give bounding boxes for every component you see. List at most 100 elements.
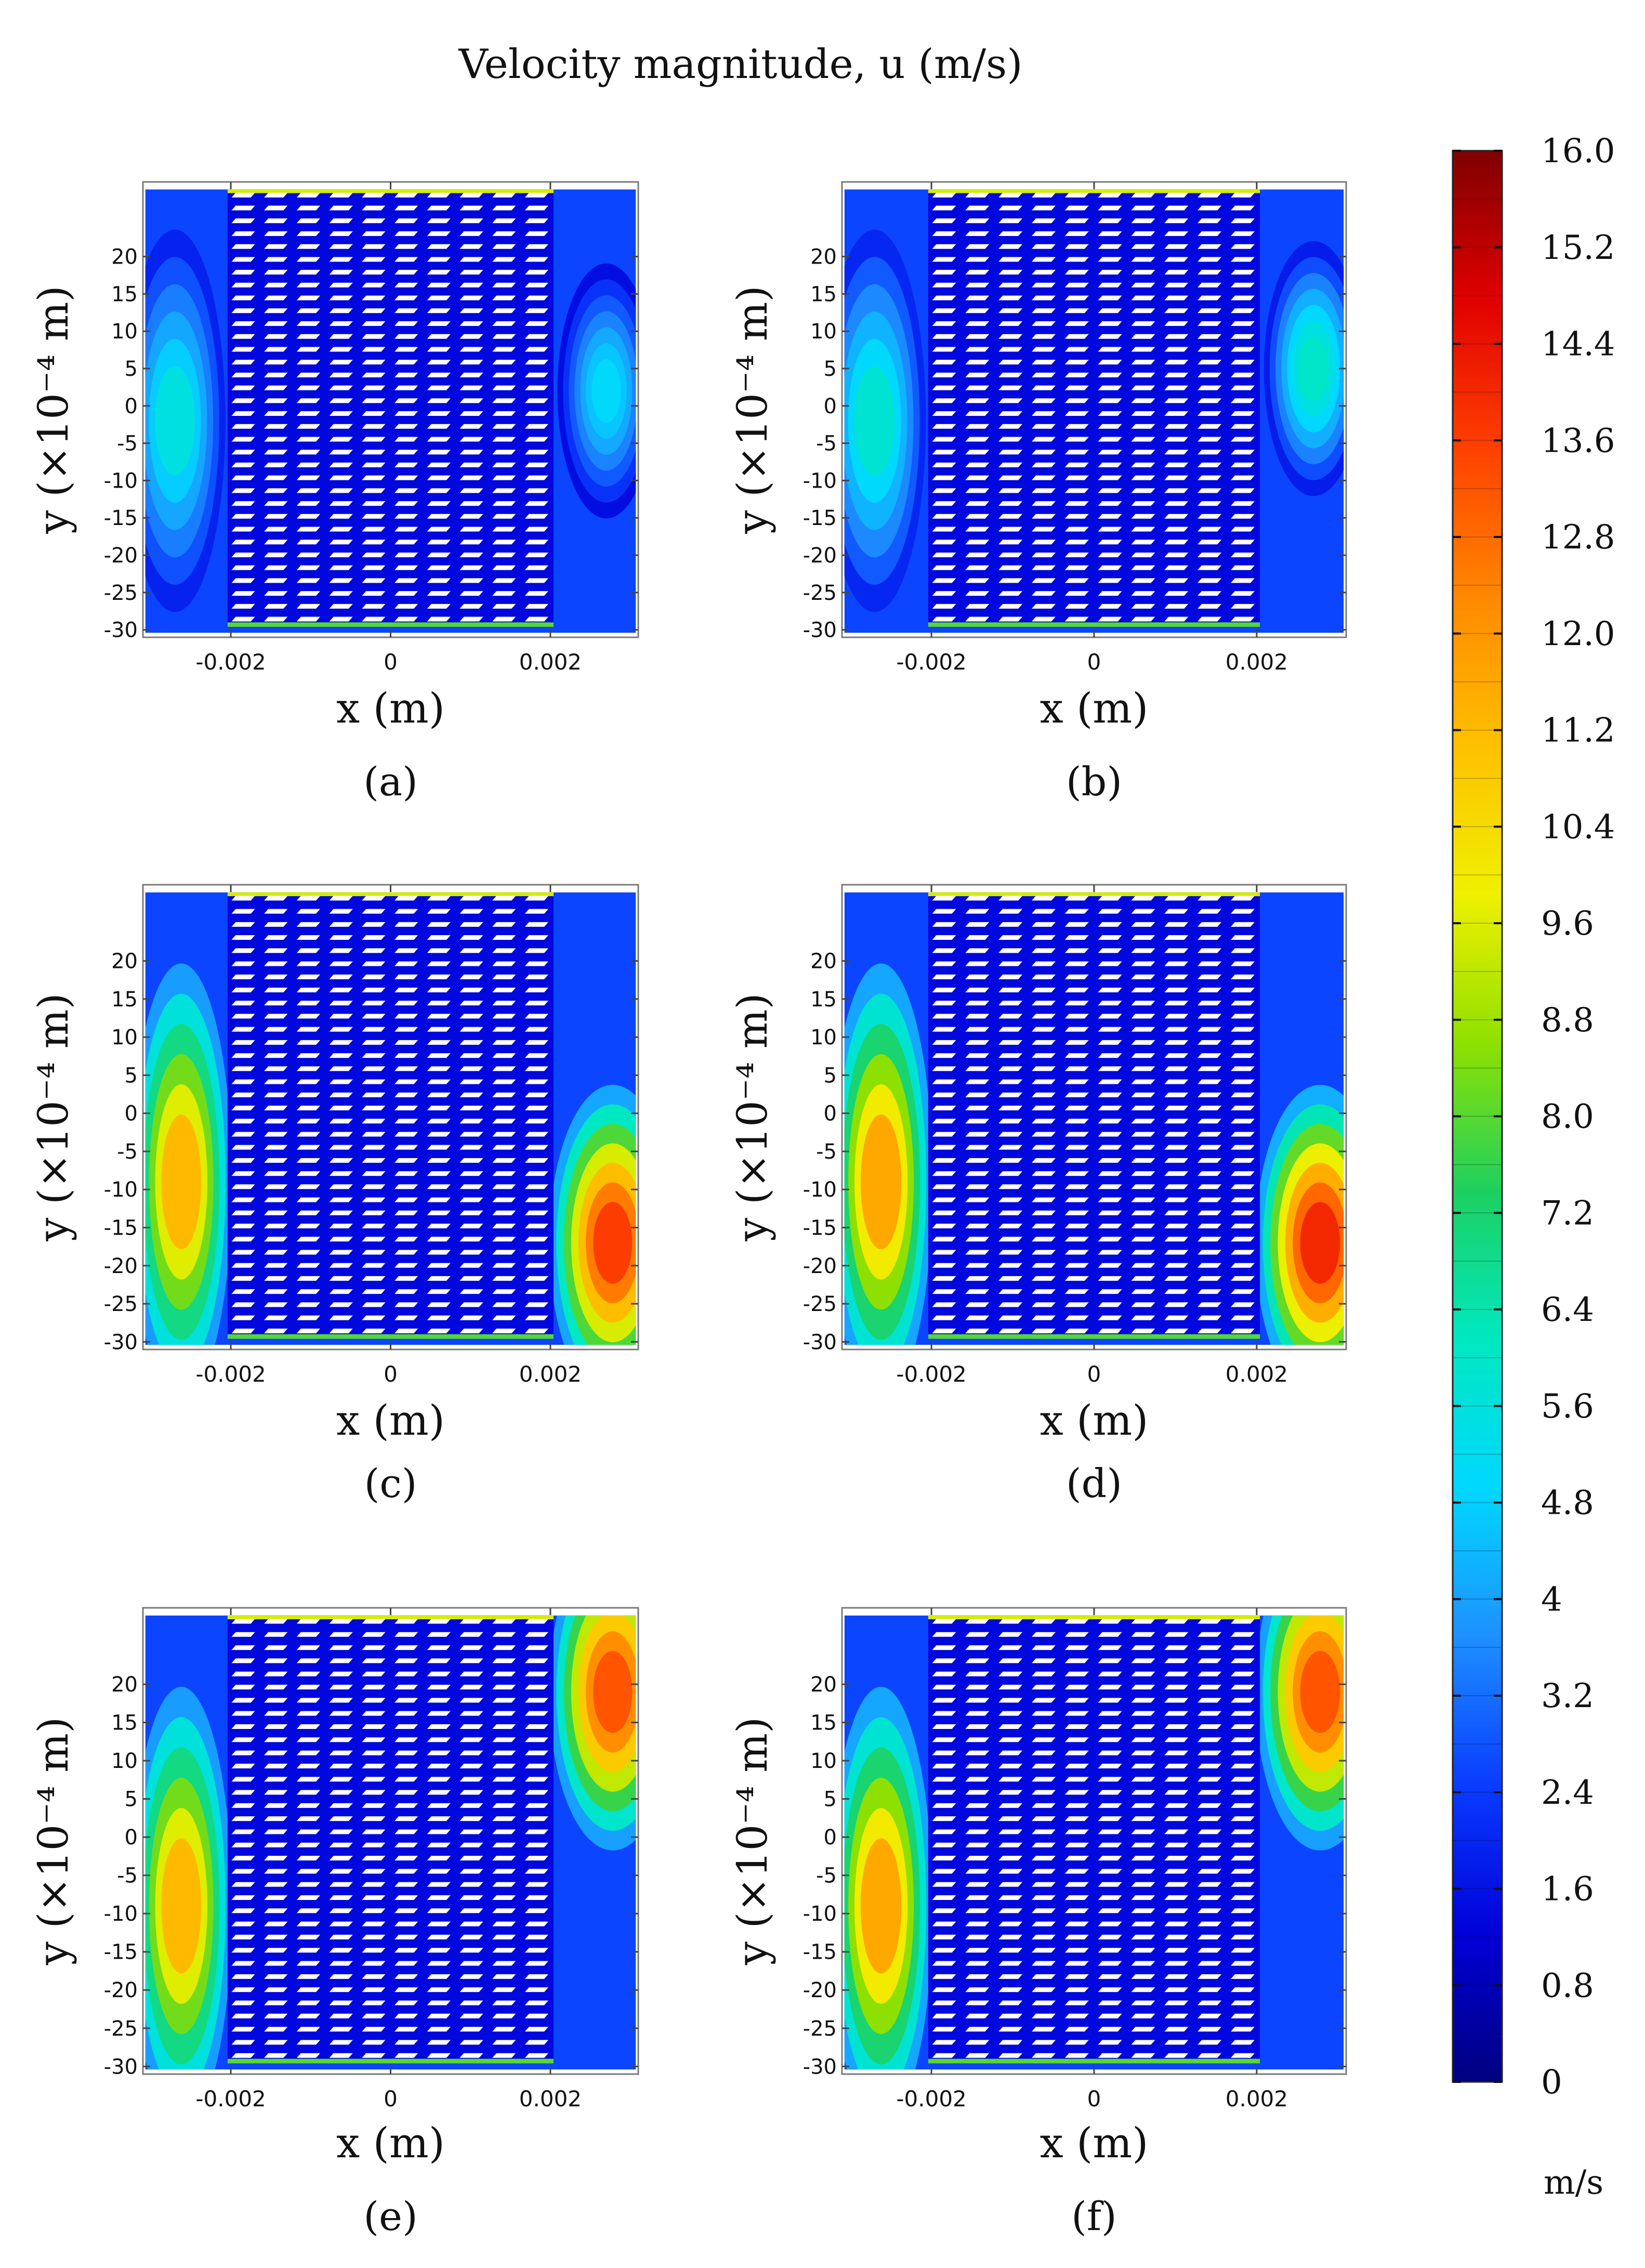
- pin-fin: [965, 1645, 990, 1650]
- pin-fin: [394, 1895, 418, 1900]
- pin-fin: [932, 1711, 956, 1716]
- pin-fin: [1131, 437, 1155, 442]
- colorbar-tick-label: 16.0: [1541, 132, 1615, 171]
- pin-fin: [427, 372, 451, 377]
- pin-fin: [1098, 347, 1122, 352]
- pin-fin: [492, 257, 516, 262]
- pin-fin: [264, 1961, 288, 1966]
- pin-fin: [1098, 1987, 1122, 1992]
- pin-fin: [965, 1711, 990, 1716]
- pin-fin: [1064, 2000, 1089, 2005]
- pin-fin: [1197, 1895, 1222, 1900]
- pin-fin: [329, 1119, 353, 1124]
- pin-fin: [932, 1869, 956, 1874]
- x-axis-label: x (m): [1040, 1396, 1149, 1445]
- pin-fin: [932, 2013, 956, 2018]
- pin-fin: [932, 527, 956, 532]
- pin-fin: [1064, 974, 1089, 979]
- pin-fin: [1164, 1658, 1189, 1663]
- y-tick-label: 15: [810, 988, 837, 1012]
- pin-fin: [264, 987, 288, 992]
- pin-fin: [394, 1974, 418, 1979]
- pin-fin: [1131, 1882, 1155, 1887]
- pin-fin: [231, 231, 255, 237]
- pin-fin: [1098, 1842, 1122, 1847]
- pin-fin: [1164, 1961, 1189, 1966]
- x-axis-label: x (m): [1040, 2119, 1149, 2167]
- y-tick-label: -25: [803, 2017, 837, 2041]
- pin-fin: [1131, 1869, 1155, 1874]
- pin-fin: [1098, 1869, 1122, 1874]
- pin-fin: [427, 398, 451, 403]
- velocity-field: [145, 892, 636, 1345]
- pin-fin: [394, 1092, 418, 1097]
- pin-fin: [329, 1224, 353, 1229]
- pin-fin: [524, 488, 549, 493]
- pin-fin: [1164, 462, 1189, 467]
- pin-fin: [459, 231, 483, 237]
- pin-fin: [1031, 205, 1056, 211]
- pin-fin: [427, 1132, 451, 1137]
- pin-fin: [998, 244, 1023, 249]
- pin-fin: [1164, 578, 1189, 583]
- pin-fin: [1064, 1289, 1089, 1294]
- pin-fin: [427, 1829, 451, 1834]
- pin-fin: [965, 1895, 990, 1900]
- pin-fin: [965, 501, 990, 506]
- pin-fin: [296, 578, 321, 583]
- pin-fin: [1098, 501, 1122, 506]
- pin-fin: [1031, 462, 1056, 467]
- pin-fin: [1131, 244, 1155, 249]
- pin-fin: [459, 1184, 483, 1189]
- pin-fin: [231, 1934, 255, 1939]
- pin-fin: [394, 1210, 418, 1215]
- pin-fin: [427, 1711, 451, 1716]
- pin-fin: [492, 974, 516, 979]
- pin-fin: [1230, 1869, 1255, 1874]
- pin-fin: [1230, 1197, 1255, 1202]
- pin-fin: [932, 1658, 956, 1663]
- pin-fin: [1131, 488, 1155, 493]
- pin-fin: [1098, 552, 1122, 557]
- pin-fin: [998, 257, 1023, 262]
- pin-fin: [524, 1763, 549, 1768]
- pin-fin: [932, 1328, 956, 1333]
- pin-fin: [1164, 2040, 1189, 2045]
- pin-fin: [1164, 1001, 1189, 1006]
- pin-fin: [264, 1948, 288, 1953]
- pin-fin: [362, 1001, 386, 1006]
- pin-fin: [231, 1737, 255, 1742]
- pin-fin: [296, 1619, 321, 1624]
- y-tick-label: -5: [117, 432, 138, 456]
- pin-fin: [965, 552, 990, 557]
- pin-fin: [932, 1001, 956, 1006]
- pin-fin: [1098, 1948, 1122, 1953]
- pin-fin: [427, 540, 451, 545]
- pin-fin: [1098, 282, 1122, 287]
- pin-fin: [459, 552, 483, 557]
- pin-fin: [1098, 2053, 1122, 2058]
- pin-fin: [1230, 1908, 1255, 1913]
- pin-fin: [329, 192, 353, 198]
- pin-fin: [1230, 935, 1255, 940]
- pin-fin: [296, 922, 321, 927]
- pin-fin: [1131, 1315, 1155, 1320]
- pin-fin: [394, 192, 418, 198]
- y-tick-label: 15: [111, 1711, 138, 1735]
- pin-fin: [1064, 1105, 1089, 1110]
- pin-fin: [264, 501, 288, 506]
- pin-fin: [1197, 1974, 1222, 1979]
- pin-fin: [1031, 1184, 1056, 1189]
- pin-fin: [1031, 514, 1056, 519]
- pin-fin: [1064, 1671, 1089, 1676]
- pin-fin: [296, 896, 321, 901]
- pin-fin: [362, 987, 386, 992]
- pin-fin: [296, 552, 321, 557]
- pin-fin: [427, 1302, 451, 1307]
- pin-fin: [998, 231, 1023, 237]
- pin-fin: [231, 488, 255, 493]
- pin-fin: [394, 514, 418, 519]
- pin-fin: [329, 578, 353, 583]
- pin-fin: [965, 1934, 990, 1939]
